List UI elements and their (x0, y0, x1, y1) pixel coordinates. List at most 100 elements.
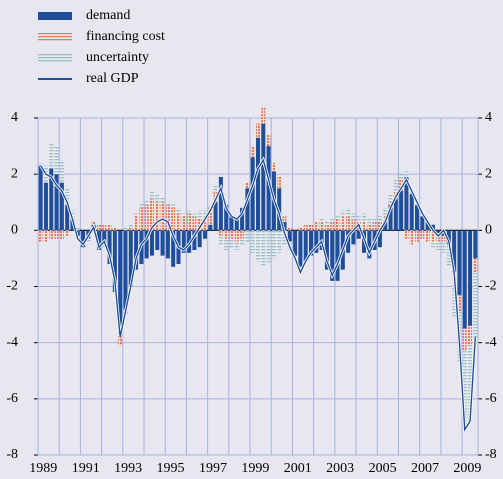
bar (155, 193, 160, 203)
bar (208, 224, 213, 231)
bar (415, 205, 420, 231)
bar (377, 216, 382, 222)
y-tick-label: 4 (11, 110, 18, 125)
bar (229, 238, 234, 248)
legend-label: real GDP (86, 71, 139, 86)
bar (356, 216, 361, 222)
bar (388, 193, 393, 203)
y-tick-label-right: -8 (485, 447, 497, 462)
bar (160, 202, 165, 231)
bar (43, 182, 48, 231)
bar (436, 230, 441, 234)
bar (388, 205, 393, 231)
bar (149, 199, 154, 231)
bar (308, 230, 314, 256)
bar (298, 227, 303, 231)
bar (473, 258, 478, 273)
bar (118, 334, 123, 346)
bar (155, 202, 160, 231)
bar (38, 162, 43, 166)
bar (234, 230, 239, 242)
bar (277, 230, 282, 253)
bar (102, 230, 107, 245)
bar (340, 216, 345, 231)
bar (399, 191, 404, 231)
bar (271, 162, 276, 172)
x-tick-label: 1989 (29, 461, 57, 476)
bar (171, 230, 176, 267)
bar (303, 224, 308, 231)
bar (335, 230, 340, 281)
bar (134, 230, 139, 270)
bar (271, 230, 276, 259)
bar (324, 221, 329, 225)
bar (383, 221, 388, 231)
bar (65, 188, 70, 206)
bar (86, 238, 91, 242)
bar (420, 216, 425, 231)
bar (224, 205, 229, 231)
bar (351, 230, 356, 245)
bar (452, 230, 457, 273)
bar (388, 202, 393, 206)
bar (473, 272, 478, 338)
bar (229, 230, 234, 239)
bar (330, 230, 335, 281)
bar (112, 230, 117, 293)
bar (287, 230, 292, 242)
y-tick-label: 0 (11, 223, 18, 238)
bar (245, 182, 250, 189)
bar (81, 230, 86, 248)
legend-symbol (38, 54, 72, 62)
legend-label: uncertainty (86, 50, 149, 65)
bar (404, 230, 409, 239)
bar (420, 230, 425, 239)
bar (197, 210, 202, 220)
bar (144, 230, 149, 259)
bar (181, 216, 186, 231)
y-tick-label-right: 2 (485, 166, 492, 181)
bar (351, 219, 356, 231)
bar (65, 205, 70, 231)
bar (128, 224, 133, 228)
bar (314, 230, 319, 253)
legend-symbol (38, 33, 72, 41)
bar (308, 224, 314, 231)
bar (266, 146, 271, 231)
bar (425, 221, 430, 231)
bar (367, 224, 372, 231)
bar (208, 207, 213, 225)
bar (377, 221, 382, 231)
bar (240, 230, 245, 239)
bar (425, 230, 430, 242)
bar (229, 216, 234, 231)
bar (446, 247, 451, 267)
bar (430, 230, 435, 242)
y-tick-label: -6 (6, 391, 18, 406)
bar (362, 221, 367, 231)
bar (218, 235, 223, 245)
line (40, 158, 477, 432)
legend-label: financing cost (86, 29, 165, 44)
bar (176, 213, 181, 231)
bar (96, 230, 101, 250)
y-tick-label: -2 (6, 279, 18, 294)
bar (446, 230, 451, 245)
bar (208, 205, 213, 208)
bar (330, 219, 335, 222)
bar (430, 241, 435, 248)
bar (107, 224, 112, 231)
x-tick-label: 2003 (326, 461, 354, 476)
legend-label: demand (86, 8, 130, 23)
bar (192, 230, 197, 250)
bar (43, 230, 48, 242)
bar (75, 227, 80, 231)
bar (123, 227, 128, 231)
bar (473, 230, 478, 259)
bar (261, 230, 266, 267)
bar (468, 325, 473, 346)
bar (149, 230, 154, 256)
bar (367, 219, 372, 225)
bar (224, 230, 229, 239)
